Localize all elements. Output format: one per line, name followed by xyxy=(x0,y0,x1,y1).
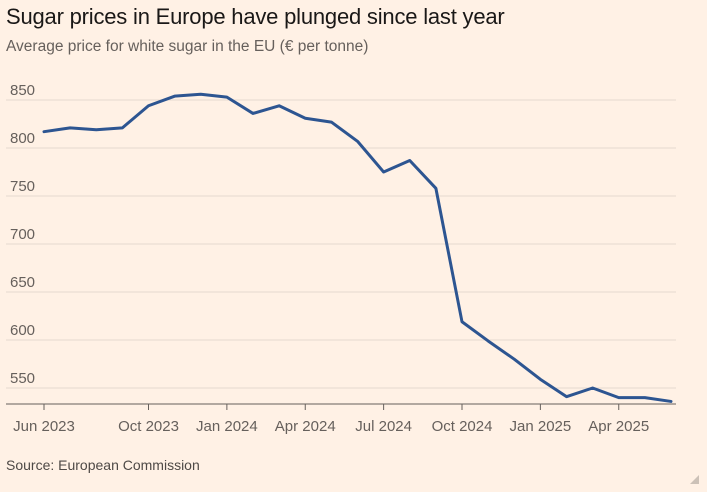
x-tick-label-oct-2024: Oct 2024 xyxy=(432,418,493,435)
y-tick-label-850: 850 xyxy=(10,82,35,99)
y-tick-label-600: 600 xyxy=(10,322,35,339)
y-tick-label-700: 700 xyxy=(10,226,35,243)
chart-subtitle: Average price for white sugar in the EU … xyxy=(6,38,369,55)
x-tick-label-jan-2025: Jan 2025 xyxy=(510,418,572,435)
x-tick-label-jun-2023: Jun 2023 xyxy=(13,418,75,435)
chart-title: Sugar prices in Europe have plunged sinc… xyxy=(6,4,505,29)
y-tick-label-650: 650 xyxy=(10,274,35,291)
x-tick-label-jul-2024: Jul 2024 xyxy=(355,418,412,435)
x-tick-label-apr-2025: Apr 2025 xyxy=(588,418,649,435)
y-tick-label-750: 750 xyxy=(10,178,35,195)
chart-source: Source: European Commission xyxy=(6,457,200,473)
y-tick-label-550: 550 xyxy=(10,370,35,387)
gridlines xyxy=(6,99,676,389)
series-line-0 xyxy=(42,92,673,403)
x-axis: Jun 2023 Oct 2023 Jan 2024 Apr 2024 Jul 2024… xyxy=(6,403,676,435)
x-tick-label-oct-2023: Oct 2023 xyxy=(118,418,179,435)
y-tick-label-800: 800 xyxy=(10,130,35,147)
y-axis-ticks: 550 600 650 700 750 800 850 xyxy=(10,82,35,387)
x-tick-label-jan-2024: Jan 2024 xyxy=(196,418,258,435)
resize-corner-icon xyxy=(690,475,699,484)
series-group xyxy=(42,92,673,403)
x-tick-label-apr-2024: Apr 2024 xyxy=(275,418,336,435)
